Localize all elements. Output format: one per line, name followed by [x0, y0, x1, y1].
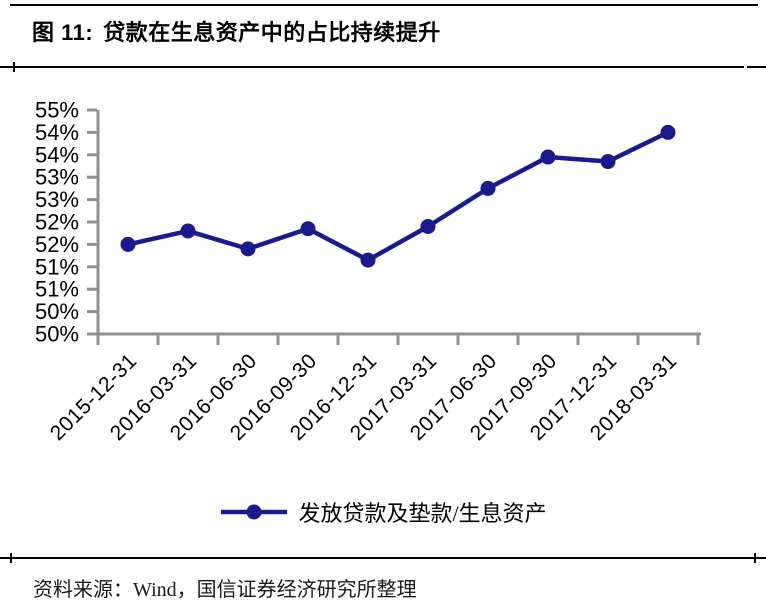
y-axis-tick-label: 52%: [35, 210, 79, 235]
title-divider-end: [747, 66, 766, 68]
y-axis-tick-label: 52%: [35, 232, 79, 257]
data-point-marker: [120, 236, 136, 252]
bottom-divider: [0, 557, 766, 559]
axis-lines: [96, 110, 701, 336]
chart-legend: 发放贷款及垫款/生息资产: [0, 494, 766, 530]
figure-label: 图 11:: [32, 20, 94, 45]
legend-series-label: 发放贷款及垫款/生息资产: [298, 501, 547, 526]
data-point-marker: [240, 241, 256, 257]
data-point-marker: [600, 154, 616, 170]
y-axis-tick-label: 55%: [35, 98, 79, 123]
table-border-nub: [754, 553, 756, 563]
data-point-marker: [180, 223, 196, 239]
figure-title-row: 图 11: 贷款在生息资产中的占比持续提升: [32, 15, 441, 47]
y-axis-tick-label: 53%: [35, 165, 79, 190]
data-point-marker: [300, 221, 316, 237]
y-axis-tick-label: 50%: [35, 299, 79, 324]
data-point-marker: [660, 124, 676, 140]
source-note: 资料来源：Wind，国信证券经济研究所整理: [33, 579, 417, 601]
y-axis-tick-label: 51%: [35, 254, 79, 279]
data-point-marker: [420, 218, 436, 234]
y-axis-tick-label: 50%: [35, 322, 79, 347]
table-border-nub: [13, 62, 15, 72]
data-point-marker: [360, 252, 376, 268]
y-axis-tick-label: 54%: [35, 120, 79, 145]
y-axis-tick-label: 51%: [35, 277, 79, 302]
data-point-marker: [540, 149, 556, 165]
line-chart: 55%54%54%53%53%52%52%51%51%50%50%2015-12…: [35, 98, 701, 445]
top-divider: [10, 4, 758, 6]
legend-line-marker-icon: [221, 504, 288, 520]
series-line: [125, 130, 671, 263]
y-axis-tick-label: 54%: [35, 142, 79, 167]
title-divider: [0, 66, 744, 68]
y-axis-tick-label: 53%: [35, 187, 79, 212]
data-point-marker: [480, 180, 496, 196]
figure-title: 贷款在生息资产中的占比持续提升: [103, 20, 441, 45]
table-border-nub: [10, 553, 12, 563]
